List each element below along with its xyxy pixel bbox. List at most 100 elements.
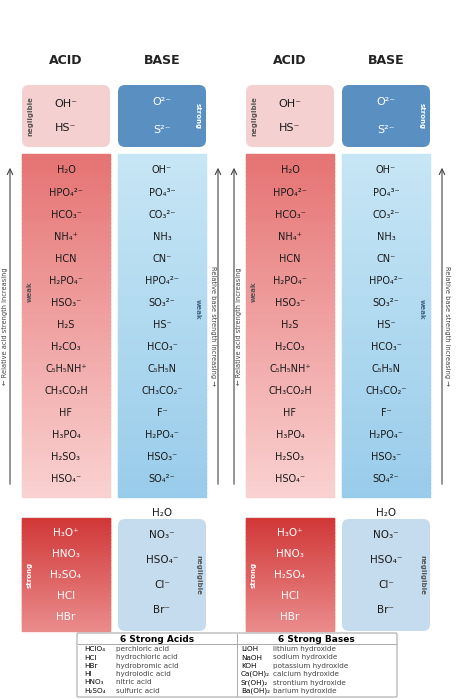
Text: strong: strong xyxy=(195,103,201,129)
Text: H₂PO₄⁻: H₂PO₄⁻ xyxy=(369,430,403,440)
Text: HS⁻: HS⁻ xyxy=(377,320,395,330)
Text: CO₃²⁻: CO₃²⁻ xyxy=(148,210,176,219)
Text: OH⁻: OH⁻ xyxy=(376,166,396,175)
Text: HS⁻: HS⁻ xyxy=(153,320,171,330)
Text: NO₃⁻: NO₃⁻ xyxy=(149,530,175,540)
Text: HS⁻: HS⁻ xyxy=(55,124,77,134)
Text: HI: HI xyxy=(84,671,91,677)
Text: LiOH: LiOH xyxy=(241,646,258,652)
Text: NaOH: NaOH xyxy=(241,654,262,661)
Text: 6 Strong Acids: 6 Strong Acids xyxy=(120,635,194,644)
Text: sodium hydroxide: sodium hydroxide xyxy=(273,654,337,661)
Text: Ba(OH)₂: Ba(OH)₂ xyxy=(241,688,270,694)
Text: H₂PO₄⁻: H₂PO₄⁻ xyxy=(273,276,307,286)
FancyBboxPatch shape xyxy=(118,85,206,147)
Text: CO₃²⁻: CO₃²⁻ xyxy=(372,210,400,219)
Text: NH₃: NH₃ xyxy=(153,231,172,242)
Text: HCO₃⁻: HCO₃⁻ xyxy=(51,210,82,219)
Text: barium hydroxide: barium hydroxide xyxy=(273,688,337,694)
FancyBboxPatch shape xyxy=(342,519,430,631)
Text: negligible: negligible xyxy=(419,555,425,595)
Text: HS⁻: HS⁻ xyxy=(279,124,301,134)
Text: HSO₄⁻: HSO₄⁻ xyxy=(51,475,81,484)
Text: O²⁻: O²⁻ xyxy=(153,97,172,108)
Text: SO₃²⁻: SO₃²⁻ xyxy=(149,298,175,308)
Text: strontium hydroxide: strontium hydroxide xyxy=(273,679,346,686)
Text: H₂O: H₂O xyxy=(281,166,300,175)
Text: HPO₄²⁻: HPO₄²⁻ xyxy=(369,276,403,286)
Text: SO₄²⁻: SO₄²⁻ xyxy=(373,475,399,484)
Text: HF: HF xyxy=(60,408,73,418)
Text: H₂PO₄⁻: H₂PO₄⁻ xyxy=(145,430,179,440)
Text: HPO₄²⁻: HPO₄²⁻ xyxy=(145,276,179,286)
Text: NO₃⁻: NO₃⁻ xyxy=(373,530,399,540)
Text: S²⁻: S²⁻ xyxy=(153,124,171,135)
Text: HSO₃⁻: HSO₃⁻ xyxy=(51,298,81,308)
Text: 6 Strong Bases: 6 Strong Bases xyxy=(278,635,355,644)
Text: strong: strong xyxy=(419,103,425,129)
Text: BASE: BASE xyxy=(368,55,404,68)
Text: S²⁻: S²⁻ xyxy=(377,124,395,135)
Text: weak: weak xyxy=(27,282,33,302)
Text: C₅H₅NH⁺: C₅H₅NH⁺ xyxy=(45,364,87,374)
Text: HSO₃⁻: HSO₃⁻ xyxy=(147,452,177,462)
FancyBboxPatch shape xyxy=(22,85,110,147)
Text: calcium hydroxide: calcium hydroxide xyxy=(273,671,339,677)
Text: HCN: HCN xyxy=(279,254,301,264)
Text: H₂S: H₂S xyxy=(281,320,299,330)
Text: HCl: HCl xyxy=(84,654,97,661)
Text: Ca(OH)₂: Ca(OH)₂ xyxy=(241,671,270,677)
Text: HSO₃⁻: HSO₃⁻ xyxy=(371,452,401,462)
Text: H₂PO₄⁻: H₂PO₄⁻ xyxy=(49,276,83,286)
Text: HClO₄: HClO₄ xyxy=(84,646,105,652)
Text: C₅H₅N: C₅H₅N xyxy=(372,364,401,374)
Text: H₂SO₃: H₂SO₃ xyxy=(52,452,81,462)
Text: SO₄²⁻: SO₄²⁻ xyxy=(149,475,175,484)
Text: HCO₃⁻: HCO₃⁻ xyxy=(146,342,177,352)
Text: H₃PO₄: H₃PO₄ xyxy=(275,430,304,440)
Text: weak: weak xyxy=(251,282,257,302)
Text: ← Relative acid strength increasing: ← Relative acid strength increasing xyxy=(236,267,242,385)
Text: H₃O⁺: H₃O⁺ xyxy=(277,528,303,538)
Text: Relative base strength increasing →: Relative base strength increasing → xyxy=(210,266,216,386)
Text: weak: weak xyxy=(195,298,201,319)
Text: CN⁻: CN⁻ xyxy=(376,254,396,264)
Text: HCN: HCN xyxy=(55,254,77,264)
Text: HNO₃: HNO₃ xyxy=(52,549,80,559)
Text: H₂CO₃: H₂CO₃ xyxy=(275,342,305,352)
Text: potassium hydroxide: potassium hydroxide xyxy=(273,663,348,669)
Text: HBr: HBr xyxy=(56,612,76,622)
Text: hydrobromic acid: hydrobromic acid xyxy=(116,663,179,669)
Text: HSO₄⁻: HSO₄⁻ xyxy=(146,555,178,565)
Text: HCl: HCl xyxy=(57,591,75,601)
Text: weak: weak xyxy=(419,298,425,319)
Text: F⁻: F⁻ xyxy=(156,408,167,418)
Text: H₂O: H₂O xyxy=(376,508,396,518)
Text: negligible: negligible xyxy=(251,96,257,136)
Text: HNO₃: HNO₃ xyxy=(84,679,103,686)
Text: CH₃CO₂⁻: CH₃CO₂⁻ xyxy=(365,386,407,396)
Text: H₂SO₃: H₂SO₃ xyxy=(275,452,304,462)
Text: H₂SO₄: H₂SO₄ xyxy=(84,688,106,694)
Text: Relative base strength increasing →: Relative base strength increasing → xyxy=(444,266,450,386)
Text: H₂SO₄: H₂SO₄ xyxy=(274,570,306,580)
Text: HBr: HBr xyxy=(281,612,300,622)
Text: F⁻: F⁻ xyxy=(381,408,392,418)
Text: H₂S: H₂S xyxy=(57,320,75,330)
Text: NH₃: NH₃ xyxy=(377,231,395,242)
Text: HNO₃: HNO₃ xyxy=(276,549,304,559)
Text: strong: strong xyxy=(251,562,257,588)
Text: NH₄⁺: NH₄⁺ xyxy=(54,231,78,242)
Text: CH₃CO₂H: CH₃CO₂H xyxy=(268,386,312,396)
Text: HPO₄²⁻: HPO₄²⁻ xyxy=(49,187,83,198)
Text: ACID: ACID xyxy=(49,55,83,68)
Text: PO₄³⁻: PO₄³⁻ xyxy=(373,187,399,198)
Text: Br⁻: Br⁻ xyxy=(377,605,394,615)
Text: HSO₄⁻: HSO₄⁻ xyxy=(275,475,305,484)
Text: KOH: KOH xyxy=(241,663,256,669)
Text: HCO₃⁻: HCO₃⁻ xyxy=(371,342,401,352)
Text: CH₃CO₂⁻: CH₃CO₂⁻ xyxy=(141,386,183,396)
Text: HF: HF xyxy=(283,408,297,418)
Text: HSO₄⁻: HSO₄⁻ xyxy=(370,555,402,565)
Text: HCO₃⁻: HCO₃⁻ xyxy=(274,210,305,219)
